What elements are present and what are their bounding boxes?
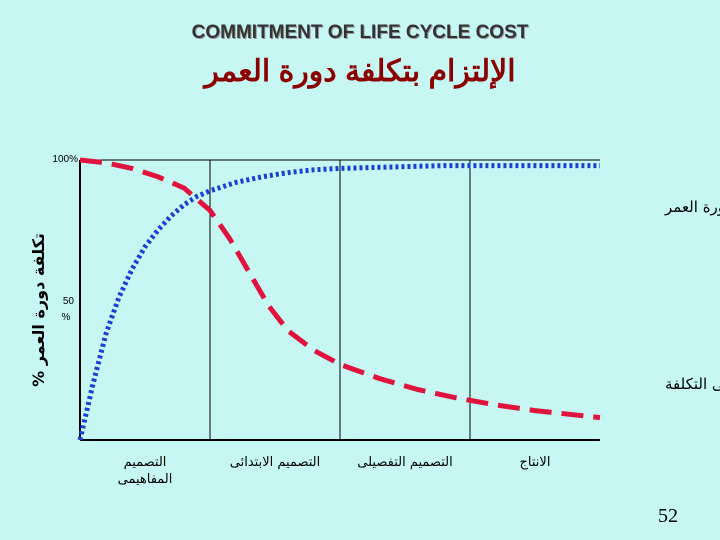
category-label: الانتاج — [520, 455, 551, 470]
labels-layer: التصميم المفاهيمى التصميم الابتدائى التصميم… — [118, 198, 720, 487]
cumulative-cost-label: التكلفة التراكمية لدورة العمر — [664, 198, 720, 216]
category-label: التصميم التفصيلى — [357, 455, 452, 470]
chart-title-en: COMMITMENT OF LIFE CYCLE COST — [191, 22, 529, 43]
y-axis-label: % تكلفة دورة العمر — [29, 233, 48, 387]
series-layer — [77, 157, 601, 441]
y-tick-label: 50 — [63, 296, 75, 307]
y-tick-label: 100% — [52, 154, 78, 165]
category-label: التصميم — [124, 455, 167, 470]
page-number: 52 — [658, 505, 678, 527]
cumulative-cost-line — [77, 163, 600, 441]
category-label: التصميم الابتدائى — [230, 455, 320, 470]
savings-opportunity-line — [79, 157, 601, 421]
category-label: المفاهيمى — [118, 472, 173, 487]
y-tick-unit: % — [62, 312, 71, 323]
savings-opportunity-label: فرصة التوفير فى التكلفة — [665, 375, 720, 393]
chart-title-ar: الإلتزام بتكلفة دورة العمر — [204, 55, 516, 88]
axes: 100% 50% % تكلفة دورة العمر — [29, 154, 600, 441]
